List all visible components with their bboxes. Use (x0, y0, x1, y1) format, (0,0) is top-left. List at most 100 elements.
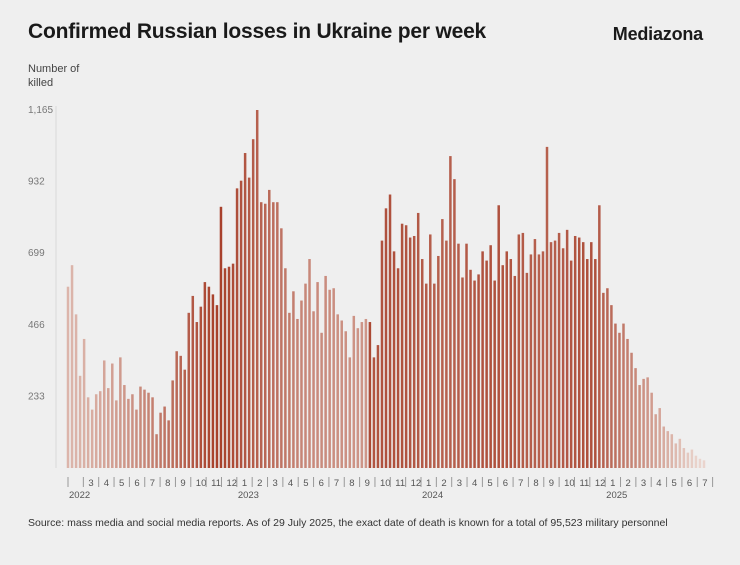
bar (565, 229, 569, 468)
bar (646, 377, 649, 468)
bar (280, 228, 283, 468)
bar (328, 289, 331, 468)
bar (288, 312, 291, 468)
bar (412, 235, 416, 468)
month-label: 1 (426, 478, 431, 489)
bar (433, 283, 436, 468)
month-label: 12 (226, 478, 237, 489)
bar (276, 202, 279, 468)
bar (537, 254, 541, 468)
bar (304, 283, 307, 468)
bar (115, 400, 118, 468)
bar (356, 328, 360, 468)
bar (501, 265, 504, 468)
y-tick-label: 932 (28, 177, 45, 188)
bar (698, 458, 702, 468)
bar (493, 280, 496, 468)
month-label: 5 (672, 478, 677, 489)
bar (545, 146, 549, 468)
month-label: 3 (273, 478, 278, 489)
month-label: 11 (211, 478, 221, 489)
year-label: 2022 (69, 490, 90, 501)
bar (477, 274, 480, 468)
bar (316, 282, 319, 468)
brand-logo: Mediazona (612, 24, 703, 44)
month-label: 3 (641, 478, 646, 489)
bar (577, 237, 581, 468)
bar (388, 194, 392, 468)
bar (420, 259, 424, 468)
bar (155, 434, 158, 468)
bar (445, 240, 448, 468)
month-label: 6 (687, 478, 692, 489)
bar (199, 306, 203, 468)
bar (626, 338, 629, 468)
bar (163, 406, 166, 468)
bar (70, 265, 74, 468)
bar (78, 375, 82, 468)
bar (666, 431, 670, 468)
bar (586, 259, 589, 468)
bar (348, 357, 352, 468)
bar (481, 251, 484, 468)
bar (408, 237, 412, 468)
bar (203, 282, 207, 468)
bar (505, 251, 509, 468)
bar (400, 223, 404, 468)
y-tick-labels: 233 466 699 932 1,165 (28, 105, 53, 402)
bar (300, 300, 303, 468)
bar (167, 420, 170, 468)
bar (690, 449, 694, 468)
bar (344, 331, 347, 468)
bar (94, 394, 98, 468)
bar (296, 318, 299, 468)
bar (312, 311, 315, 468)
bar (594, 259, 597, 468)
bar (191, 295, 195, 468)
bar (292, 291, 295, 468)
month-label: 12 (595, 478, 606, 489)
bar (549, 242, 553, 468)
month-label: 8 (165, 478, 170, 489)
bar (360, 322, 364, 468)
bar (131, 394, 134, 468)
bar (98, 391, 102, 468)
bar (416, 212, 420, 468)
month-label: 10 (564, 478, 575, 489)
bar (614, 323, 617, 468)
bar (662, 426, 665, 468)
month-label: 7 (702, 478, 707, 489)
bar (590, 242, 593, 468)
bar (376, 345, 380, 468)
bar (324, 275, 327, 468)
x-axis: 3 4 5 6 7 8 9 10 11 12 1 2 3 4 5 6 7 8 9 10 11 12 1 2 3 4 5 6 7 8 9 10 1… (67, 477, 714, 501)
year-label: 2023 (238, 490, 259, 501)
year-label: 2025 (606, 490, 627, 501)
y-axis-label: Number of killed (28, 63, 80, 89)
month-label: 11 (579, 478, 589, 489)
bar (553, 240, 557, 468)
bar (264, 203, 267, 469)
bar (581, 242, 585, 468)
month-label: 9 (549, 478, 554, 489)
bar (102, 360, 106, 468)
bar (489, 245, 492, 468)
bar (143, 389, 146, 468)
bar (533, 239, 537, 468)
y-tick-label: 1,165 (28, 105, 53, 116)
bar (207, 286, 211, 468)
bar (272, 202, 275, 468)
bar (384, 208, 388, 468)
bar (332, 288, 335, 468)
bar (396, 268, 400, 468)
bar (74, 314, 78, 468)
month-label: 1 (610, 478, 615, 489)
month-label: 9 (180, 478, 185, 489)
bar (461, 277, 464, 468)
month-label: 6 (503, 478, 508, 489)
bar (159, 412, 162, 468)
month-label: 5 (487, 478, 492, 489)
bar (66, 286, 70, 468)
bar (127, 398, 130, 468)
